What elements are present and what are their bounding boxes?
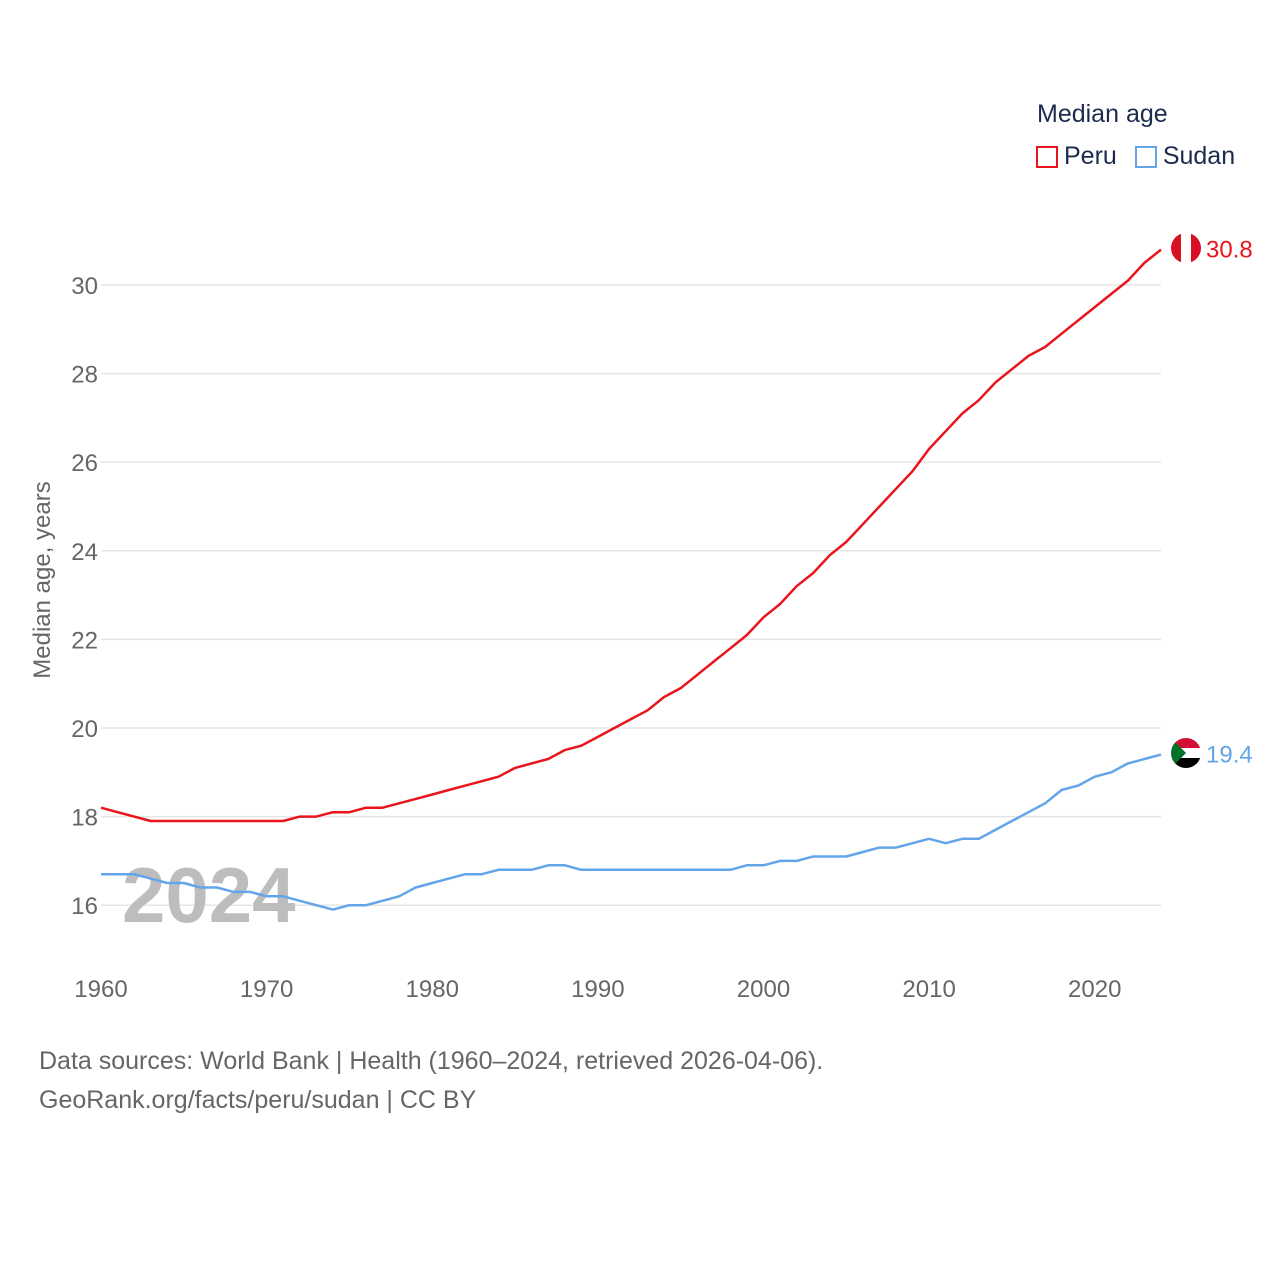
y-tick-label: 24 bbox=[71, 539, 98, 566]
sudan-flag-icon bbox=[1171, 738, 1201, 768]
legend-item-sudan[interactable]: Sudan bbox=[1134, 142, 1236, 171]
end-label-sudan: 19.4 bbox=[1206, 742, 1253, 769]
y-axis-label: Median age, years bbox=[29, 481, 56, 678]
x-tick-label: 1960 bbox=[74, 976, 127, 1003]
x-tick-label: 1970 bbox=[240, 976, 293, 1003]
legend-label-peru: Peru bbox=[1064, 142, 1117, 170]
series-line-peru[interactable] bbox=[100, 248, 1162, 823]
y-tick-label: 30 bbox=[71, 273, 98, 300]
legend-swatch-peru bbox=[1036, 145, 1058, 168]
y-tick-label: 16 bbox=[71, 893, 98, 920]
year-watermark: 2024 bbox=[122, 851, 296, 939]
y-tick-label: 20 bbox=[71, 716, 98, 743]
x-tick-label: 2020 bbox=[1068, 976, 1121, 1003]
legend-label-sudan: Sudan bbox=[1162, 142, 1236, 170]
footer-link[interactable]: GeoRank.org/facts/peru/sudan | CC BY bbox=[39, 1086, 477, 1114]
y-tick-label: 22 bbox=[71, 627, 98, 654]
y-tick-label: 26 bbox=[71, 450, 98, 477]
x-tick-label: 1980 bbox=[406, 976, 459, 1003]
end-label-peru: 30.8 bbox=[1206, 237, 1253, 264]
legend: Peru Sudan bbox=[1036, 142, 1235, 171]
legend-item-peru[interactable]: Peru bbox=[1036, 142, 1117, 171]
y-tick-label: 18 bbox=[71, 805, 98, 832]
legend-swatch-sudan bbox=[1134, 145, 1157, 168]
footer: Data sources: World Bank | Health (1960–… bbox=[39, 1042, 823, 1120]
x-tick-label: 2000 bbox=[737, 976, 790, 1003]
peru-flag-icon bbox=[1171, 233, 1201, 263]
footer-sources: Data sources: World Bank | Health (1960–… bbox=[39, 1047, 824, 1075]
series-line-sudan[interactable] bbox=[101, 753, 1162, 911]
legend-title: Median age bbox=[1037, 100, 1168, 128]
x-tick-label: 1990 bbox=[571, 976, 624, 1003]
x-tick-label: 2010 bbox=[902, 976, 955, 1003]
y-tick-label: 28 bbox=[71, 362, 98, 389]
